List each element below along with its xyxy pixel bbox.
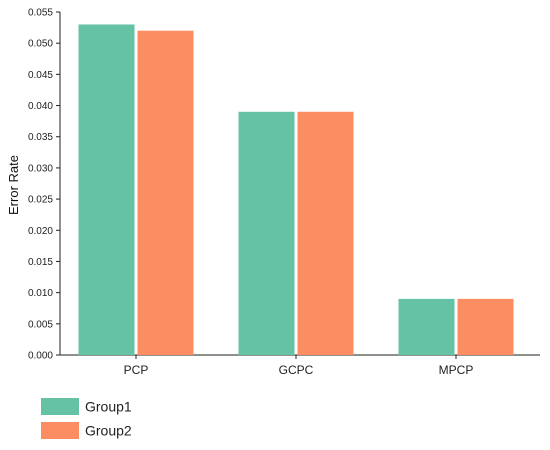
x-tick-label: GCPC bbox=[279, 363, 314, 377]
y-tick-label: 0.030 bbox=[28, 163, 53, 174]
y-tick-label: 0.015 bbox=[28, 257, 53, 268]
bar-group1-gcpc bbox=[238, 111, 295, 355]
y-tick-label: 0.050 bbox=[28, 39, 53, 50]
y-tick-label: 0.035 bbox=[28, 132, 53, 143]
y-tick-label: 0.055 bbox=[28, 8, 53, 19]
bar-group2-mpcp bbox=[457, 298, 514, 355]
legend: Group1 Group2 bbox=[41, 398, 132, 439]
plot-area: 0.000 0.005 0.010 0.015 0.020 0.025 0.030 0.035… bbox=[28, 8, 540, 377]
bar-group2-pcp bbox=[137, 30, 194, 355]
y-tick-label: 0.025 bbox=[28, 195, 53, 206]
legend-label-group2: Group2 bbox=[85, 423, 132, 439]
y-tick-label: 0.010 bbox=[28, 288, 53, 299]
y-tick-label: 0.045 bbox=[28, 70, 53, 81]
bar-group1-mpcp bbox=[398, 298, 455, 355]
legend-swatch-group1 bbox=[41, 398, 79, 415]
bar-group2-gcpc bbox=[297, 111, 354, 355]
x-tick-label: PCP bbox=[124, 363, 149, 377]
y-tick-label: 0.000 bbox=[28, 351, 53, 362]
bar-group1-pcp bbox=[78, 24, 135, 356]
y-axis-title: Error Rate bbox=[6, 155, 21, 215]
x-tick-label: MPCP bbox=[439, 363, 474, 377]
y-tick-label: 0.040 bbox=[28, 101, 53, 112]
y-tick-label: 0.005 bbox=[28, 319, 53, 330]
y-tick-label: 0.020 bbox=[28, 226, 53, 237]
legend-label-group1: Group1 bbox=[85, 399, 132, 415]
legend-swatch-group2 bbox=[41, 422, 79, 439]
